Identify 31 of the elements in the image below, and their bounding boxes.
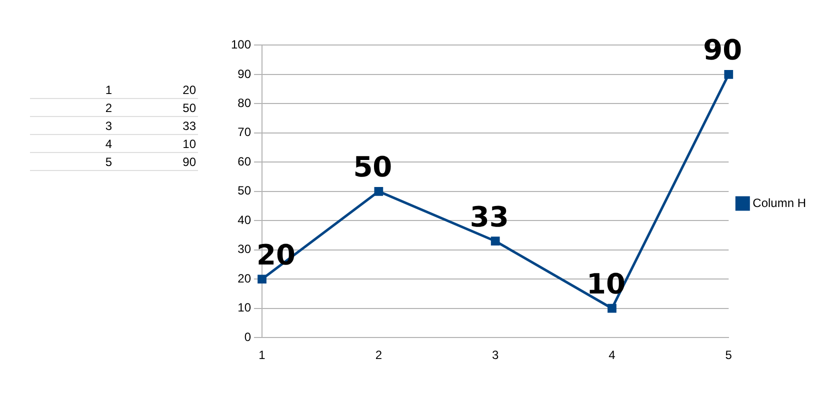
category-label: 3	[105, 118, 112, 132]
y-tick-label: 90	[238, 66, 252, 81]
x-tick-label: 4	[608, 348, 616, 362]
category-label: 5	[105, 154, 112, 168]
text: 10	[114, 134, 198, 152]
x-tick-label: 2	[375, 348, 382, 362]
y-tick-label: 80	[238, 96, 252, 110]
y-tick-label: 100	[230, 38, 252, 52]
y-tick-label: 40	[238, 212, 252, 227]
category-label: 1	[105, 82, 112, 96]
data-label: 33	[470, 200, 509, 234]
y-tick-label: 70	[238, 125, 252, 140]
data-label: 10	[586, 268, 626, 301]
x-tick-label: 3	[492, 348, 499, 362]
text: 90	[114, 152, 198, 170]
y-tick-label: 30	[238, 242, 252, 256]
y-tick-label: 10	[238, 300, 252, 315]
x-tick-label: 5	[725, 348, 732, 362]
legend-label: Column H	[752, 196, 806, 210]
category-label: 4	[105, 136, 112, 150]
text: 50	[114, 98, 198, 116]
data-label: 50	[353, 150, 392, 184]
text: 20	[114, 81, 198, 98]
y-tick-label: 50	[238, 184, 252, 198]
y-tick-label: 0	[244, 330, 252, 344]
category-label: 2	[105, 100, 112, 114]
text: 33	[114, 116, 198, 134]
y-tick-label: 60	[238, 154, 252, 168]
y-tick-label: 20	[238, 271, 252, 286]
x-tick-label: 1	[258, 348, 266, 362]
data-label: 90	[703, 34, 742, 67]
